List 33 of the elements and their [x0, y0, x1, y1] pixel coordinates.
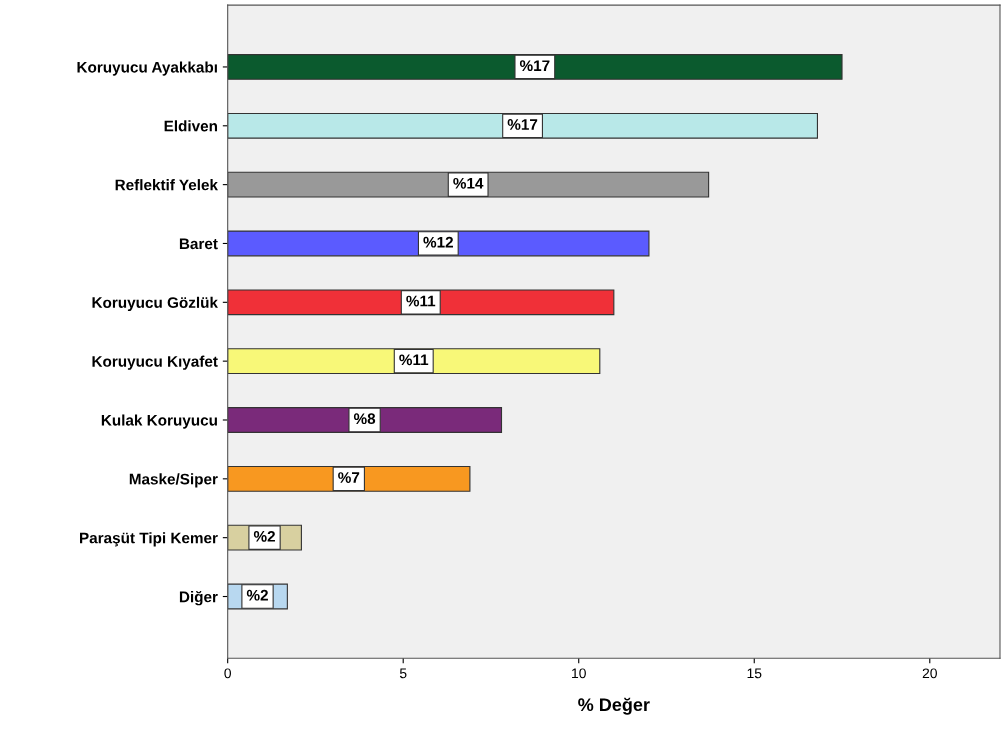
y-tick-label: Koruyucu Gözlük: [92, 296, 218, 312]
y-tick-label: Eldiven: [164, 120, 218, 132]
bar: [227, 289, 615, 316]
x-tick-label: 0: [224, 668, 231, 679]
data-label: %11: [406, 295, 436, 307]
bar: [227, 112, 819, 139]
y-tick-label: Diğer: [179, 590, 218, 606]
y-tick-label: Baret: [179, 238, 218, 250]
data-label: %17: [507, 119, 538, 130]
x-tick-label: 15: [747, 668, 762, 679]
y-tick-label: Reflektif Yelek: [115, 179, 218, 191]
x-tick-label: 20: [922, 668, 937, 679]
x-tick-label: 5: [399, 668, 407, 679]
data-label: %11: [399, 354, 429, 366]
data-label: %7: [338, 472, 360, 483]
data-label: %12: [423, 236, 453, 248]
y-tick-label: Paraşüt Tipi Kemer: [80, 532, 218, 547]
data-label: %8: [353, 413, 376, 425]
bar: [227, 407, 503, 433]
bar: [227, 230, 650, 257]
data-label: %14: [453, 177, 484, 189]
y-tick-label: Koruyucu Kıyafet: [92, 355, 218, 370]
x-axis-title: % Değer: [578, 697, 650, 715]
data-label: %17: [519, 60, 550, 72]
bar: [227, 348, 601, 375]
bar: [227, 54, 843, 80]
data-label: %2: [253, 530, 275, 542]
y-tick-label: Maske/Siper: [129, 473, 218, 488]
data-label: %2: [246, 589, 268, 601]
y-tick-label: Koruyucu Ayakkabı: [77, 61, 217, 76]
x-tick-label: 10: [572, 668, 586, 679]
y-tick-label: Kulak Koruyucu: [101, 414, 217, 429]
bar: [227, 171, 710, 198]
